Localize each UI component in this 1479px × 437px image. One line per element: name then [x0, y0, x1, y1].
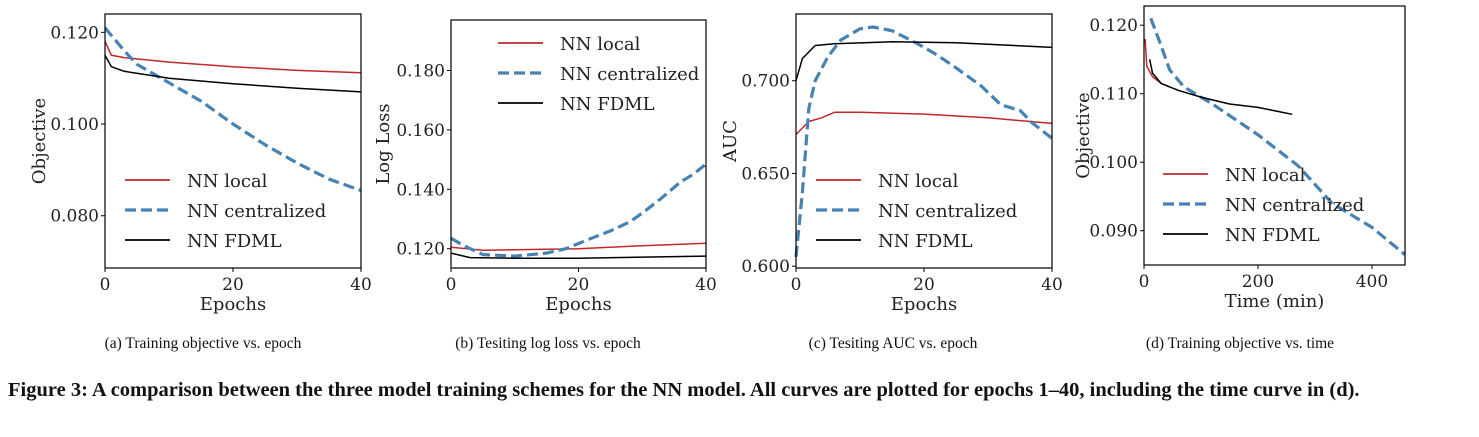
x-tick-label: 400 [1356, 272, 1388, 292]
x-tick-label: 0 [446, 275, 457, 295]
plot-frame [450, 19, 707, 269]
x-tick-label: 0 [100, 275, 111, 295]
legend-label-local: NN local [187, 171, 268, 192]
series-line-centralized [1149, 17, 1407, 256]
series-line-local [104, 41, 362, 74]
legend-label-local: NN local [1225, 165, 1306, 186]
y-tick-label: 0.160 [396, 121, 445, 141]
figure-caption: Figure 3: A comparison between the three… [8, 379, 1360, 401]
x-axis-label: Epochs [200, 294, 266, 315]
plot-frame [1143, 5, 1406, 266]
x-tick-label: 40 [350, 275, 372, 295]
y-tick-label: 0.120 [396, 240, 445, 260]
y-tick-label: 0.120 [1089, 16, 1138, 36]
legend-label-centralized: NN centralized [560, 64, 699, 85]
x-tick-label: 0 [1139, 272, 1150, 292]
y-tick-label: 0.600 [741, 257, 790, 277]
legend-label-local: NN local [560, 34, 641, 55]
legend-label-fdml: NN FDML [1225, 225, 1320, 246]
x-tick-label: 20 [568, 275, 590, 295]
series-line-fdml [450, 252, 707, 259]
y-axis-label: Objective [29, 98, 50, 184]
x-tick-label: 20 [913, 275, 935, 295]
series-line-fdml [1148, 59, 1293, 116]
x-tick-label: 40 [1041, 275, 1063, 295]
y-tick-label: 0.140 [396, 180, 445, 200]
series-line-fdml [104, 54, 362, 93]
subcaption-a: (a) Training objective vs. epoch [104, 335, 302, 352]
subcaption-b: (b) Tesiting log loss vs. epoch [455, 335, 641, 352]
legend-label-local: NN local [878, 171, 959, 192]
y-axis-label: AUC [720, 120, 741, 163]
x-tick-label: 20 [222, 275, 244, 295]
chart-b: 0 20 40 0.120 0.140 0.160 0.180 Epochs Log Loss N… [373, 19, 717, 315]
series-line-centralized [103, 26, 362, 193]
y-tick-label: 0.080 [50, 207, 99, 227]
legend-label-fdml: NN FDML [878, 231, 973, 252]
y-tick-label: 0.700 [741, 72, 790, 92]
y-tick-label: 0.180 [396, 61, 445, 81]
plot-frame [795, 13, 1053, 269]
legend-label-centralized: NN centralized [878, 201, 1017, 222]
y-tick-label: 0.120 [50, 23, 99, 43]
y-axis-label: Log Loss [373, 103, 394, 184]
y-tick-label: 0.650 [741, 164, 790, 184]
x-tick-label: 0 [791, 275, 802, 295]
legend-label-centralized: NN centralized [1225, 195, 1364, 216]
series-line-fdml [795, 41, 1053, 81]
chart-d: 0 200 400 0.090 0.100 0.110 0.120 Time (min) Obj… [1073, 5, 1407, 312]
chart-a: 0 20 40 0.080 0.100 0.120 Epochs Objective NN lo… [29, 13, 372, 315]
x-tick-label: 200 [1242, 272, 1274, 292]
legend-label-fdml: NN FDML [187, 231, 282, 252]
y-tick-label: 0.100 [1089, 153, 1138, 173]
y-tick-label: 0.090 [1089, 222, 1138, 242]
x-axis-label: Epochs [891, 294, 957, 315]
series-line-centralized [450, 162, 708, 258]
chart-c: 0 20 40 0.600 0.650 0.700 Epochs AUC NN local NN … [720, 13, 1063, 315]
subcaption-d: (d) Training objective vs. time [1145, 335, 1335, 352]
figure-charts: 0 20 40 0.080 0.100 0.120 Epochs Objective NN lo… [29, 5, 1407, 315]
y-tick-label: 0.110 [1089, 85, 1138, 105]
y-tick-label: 0.100 [50, 115, 99, 135]
x-tick-label: 40 [695, 275, 717, 295]
subcaption-c: (c) Tesiting AUC vs. epoch [808, 335, 978, 352]
y-axis-label: Objective [1073, 92, 1094, 178]
legend-label-centralized: NN centralized [187, 201, 326, 222]
series-line-centralized [794, 25, 1053, 258]
legend-label-fdml: NN FDML [560, 94, 655, 115]
x-axis-label: Epochs [545, 294, 611, 315]
series-line-local [795, 111, 1053, 136]
plot-frame [104, 13, 362, 269]
x-axis-label: Time (min) [1225, 291, 1325, 312]
